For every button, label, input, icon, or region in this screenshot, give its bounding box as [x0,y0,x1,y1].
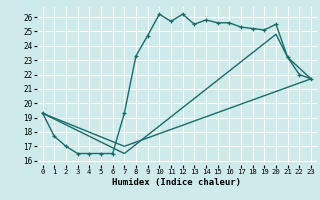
X-axis label: Humidex (Indice chaleur): Humidex (Indice chaleur) [112,178,241,187]
